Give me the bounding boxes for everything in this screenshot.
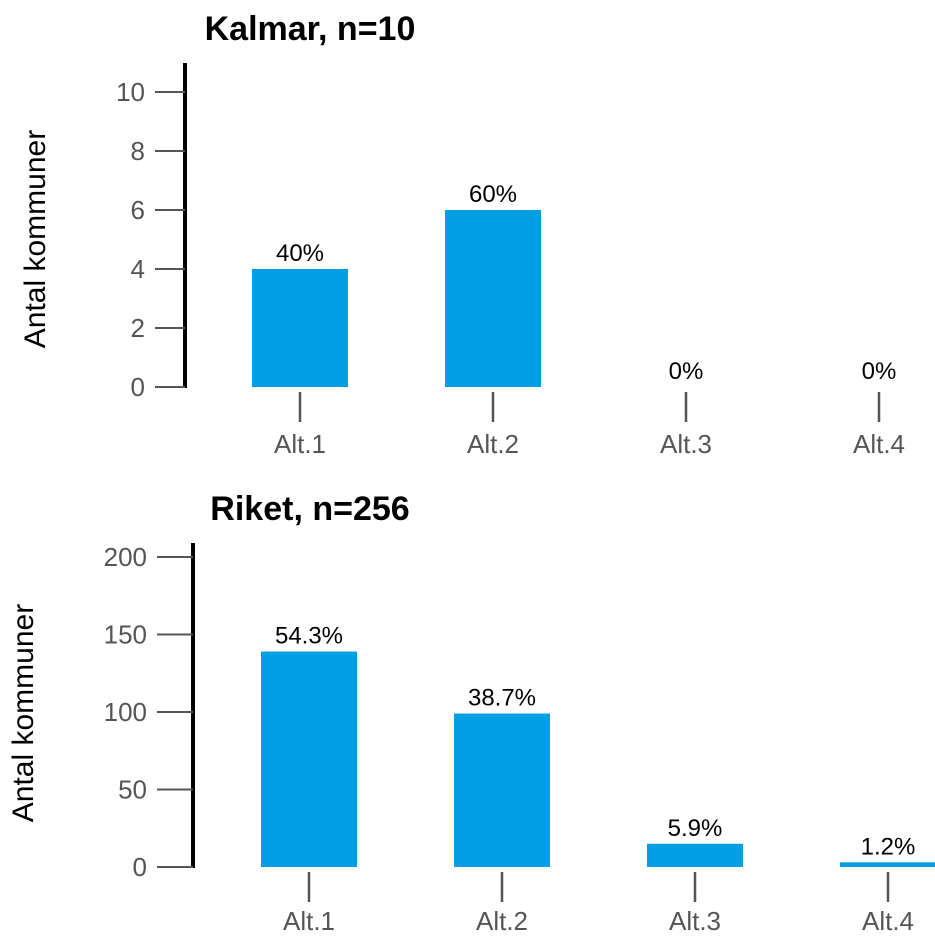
y-ticks: 0 2 4 6 8 10: [116, 77, 185, 402]
y-tick-label: 6: [131, 195, 145, 225]
data-label: 40%: [276, 240, 324, 267]
y-axis-label: Antal kommuner: [19, 130, 52, 348]
y-tick-label: 150: [104, 620, 147, 650]
x-tick-label: Alt.3: [669, 906, 721, 936]
y-tick-label: 2: [131, 313, 145, 343]
bar: [454, 713, 550, 867]
y-tick-label: 200: [104, 542, 147, 572]
chart-title: Riket, n=256: [210, 490, 409, 528]
data-label: 38.7%: [468, 685, 536, 712]
data-label: 5.9%: [668, 815, 723, 842]
x-tick-label: Alt.3: [660, 429, 712, 459]
bars: 40% Alt.1 60% Alt.2 0% Alt.3 0% Alt.4: [252, 181, 905, 459]
bar: [840, 862, 935, 867]
y-axis-label: Antal kommuner: [7, 604, 40, 822]
chart-riket: Riket, n=256 Antal kommuner 0 50 100 150 200…: [7, 490, 935, 936]
data-label: 1.2%: [861, 833, 916, 860]
x-tick-label: Alt.2: [476, 906, 528, 936]
y-tick-label: 4: [131, 254, 145, 284]
x-tick-label: Alt.1: [283, 906, 335, 936]
y-ticks: 0 50 100 150 200: [104, 542, 193, 882]
data-label: 0%: [669, 358, 704, 385]
data-label: 54.3%: [275, 623, 343, 650]
y-tick-label: 10: [116, 77, 145, 107]
bars: 54.3% Alt.1 38.7% Alt.2 5.9% Alt.3 1.2% Alt.4: [261, 623, 935, 936]
y-tick-label: 50: [118, 775, 147, 805]
x-tick-label: Alt.4: [853, 429, 905, 459]
bar: [261, 651, 357, 867]
data-label: 0%: [862, 358, 897, 385]
y-tick-label: 100: [104, 697, 147, 727]
bar: [647, 843, 743, 867]
bar: [252, 269, 348, 387]
x-tick-label: Alt.4: [862, 906, 914, 936]
x-tick-label: Alt.1: [274, 429, 326, 459]
y-tick-label: 0: [131, 372, 145, 402]
bar: [445, 210, 541, 387]
y-tick-label: 8: [131, 136, 145, 166]
x-tick-label: Alt.2: [467, 429, 519, 459]
chart-kalmar: Kalmar, n=10 Antal kommuner 0 2 4 6 8 10 40% A…: [19, 10, 905, 459]
chart-title: Kalmar, n=10: [205, 10, 416, 48]
y-tick-label: 0: [133, 852, 147, 882]
data-label: 60%: [469, 181, 517, 208]
